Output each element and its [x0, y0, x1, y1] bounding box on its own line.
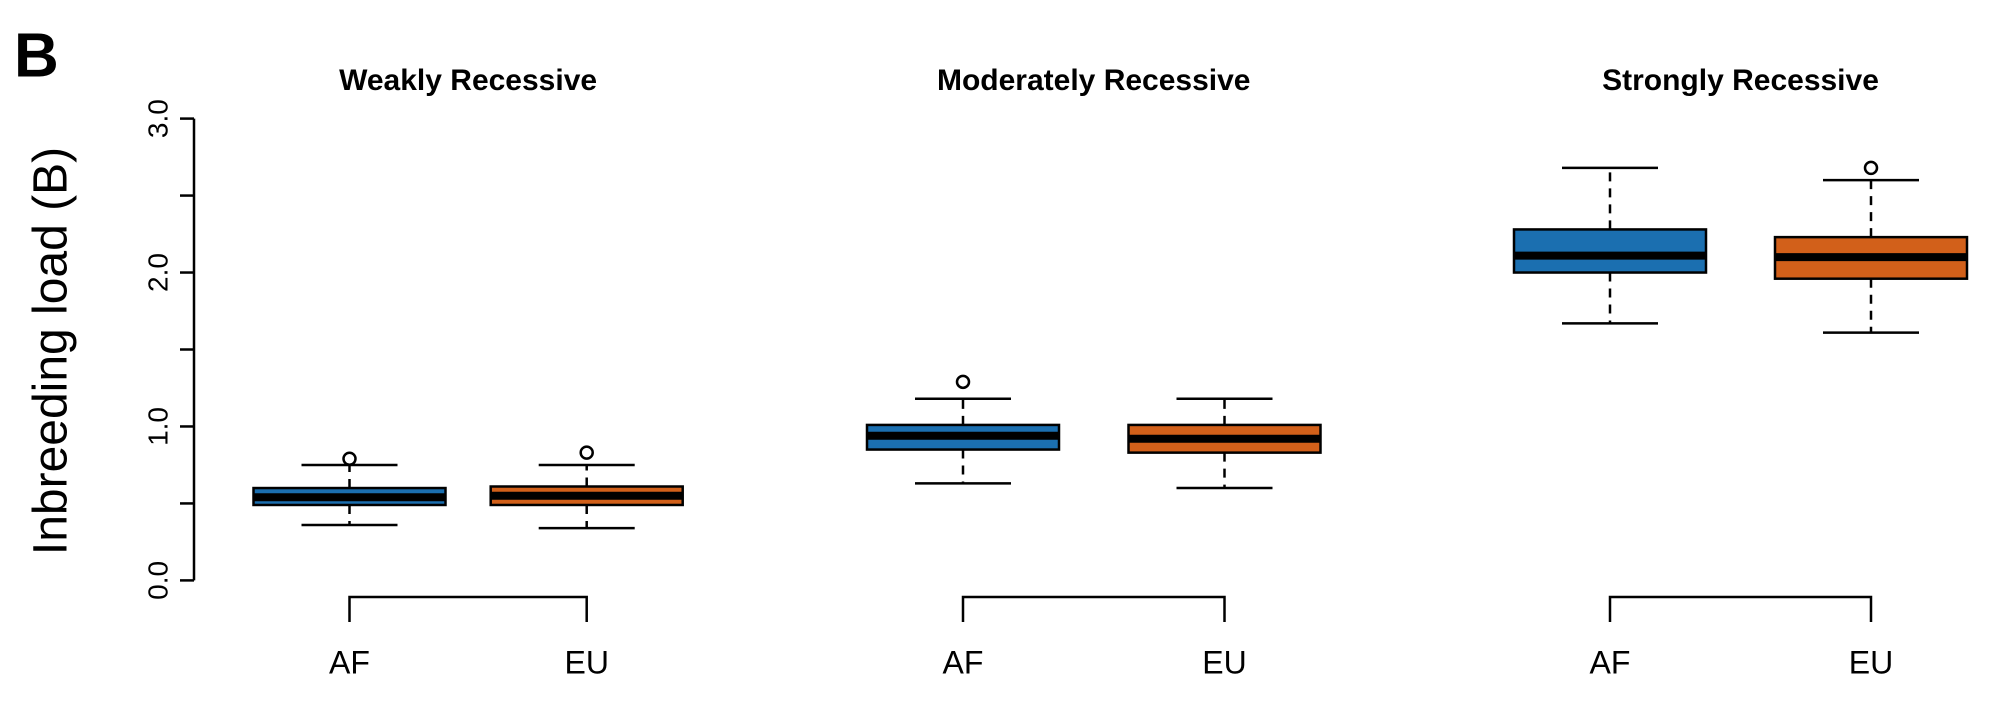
y-tick-label: 0.0 — [142, 561, 173, 600]
x-tick-label: AF — [1590, 644, 1631, 680]
panel-title: Strongly Recessive — [1602, 64, 1879, 97]
panel-title: Weakly Recessive — [339, 64, 597, 97]
y-tick-label: 2.0 — [142, 253, 173, 292]
x-tick-label: AF — [329, 644, 370, 680]
y-axis-label: Inbreeding load (B) — [25, 147, 78, 555]
panel-label: B — [14, 21, 59, 90]
x-tick-label: EU — [564, 644, 608, 680]
outlier — [342, 451, 357, 467]
outlier — [955, 374, 971, 390]
outlier — [579, 445, 594, 460]
box — [1512, 228, 1708, 274]
x-tick-label: EU — [1849, 644, 1893, 680]
x-axis-bracket — [1608, 595, 1873, 622]
x-axis-bracket — [348, 595, 588, 622]
outlier — [1863, 160, 1879, 176]
x-axis-bracket — [961, 595, 1226, 622]
y-tick-label: 3.0 — [142, 99, 173, 138]
y-tick-label: 1.0 — [142, 407, 173, 446]
x-tick-label: AF — [943, 644, 984, 680]
panel-title: Moderately Recessive — [937, 64, 1251, 97]
x-tick-label: EU — [1202, 644, 1246, 680]
